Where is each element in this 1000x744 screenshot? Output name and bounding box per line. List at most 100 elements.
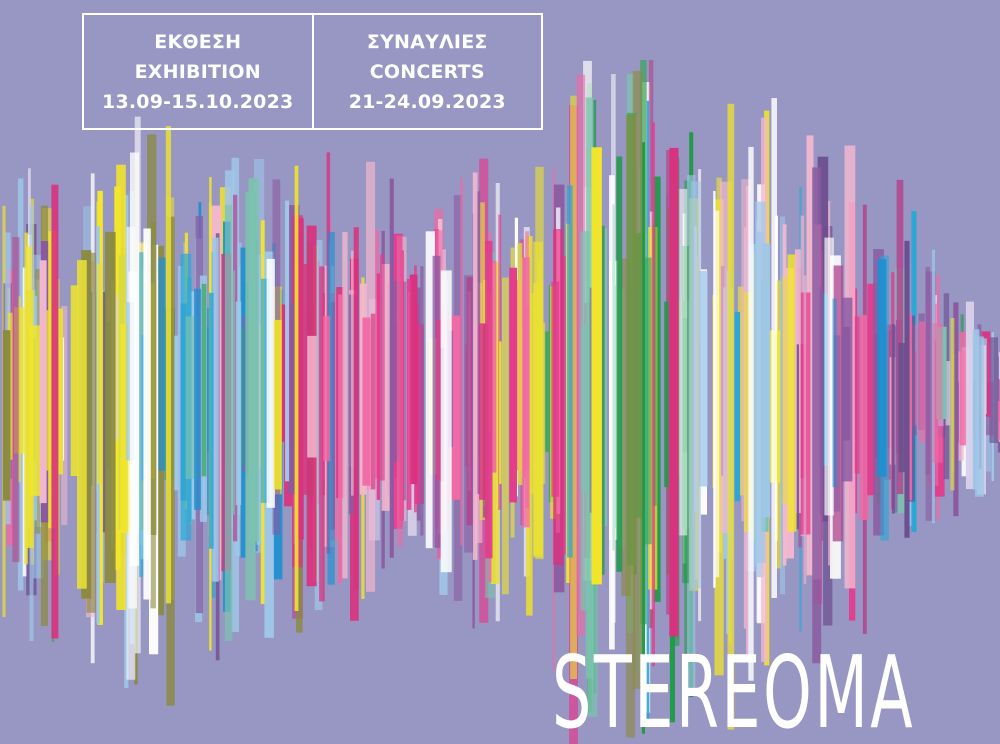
concerts-dates: 21-24.09.2023 xyxy=(348,90,506,113)
waveform-bars xyxy=(2,60,1000,744)
exhibition-label-english: EXHIBITION xyxy=(134,60,261,83)
exhibition-info: ΕΚΘΕΣΗ EXHIBITION 13.09-15.10.2023 xyxy=(84,15,312,128)
waveform-bar xyxy=(205,307,210,516)
concerts-label-greek: ΣΥΝΑΥΛΙΕΣ xyxy=(366,30,488,53)
waveform-bar xyxy=(567,185,573,558)
waveform-bar xyxy=(323,315,331,462)
waveform-bar xyxy=(819,286,824,515)
waveform-bar xyxy=(209,292,214,549)
waveform-bar xyxy=(338,294,343,584)
waveform-bar xyxy=(972,329,980,490)
waveform-bar xyxy=(475,191,481,495)
waveform-bar xyxy=(353,227,359,590)
waveform-bar xyxy=(406,279,412,510)
stereoma-title: STEREOMA xyxy=(552,634,916,744)
waveform-bar xyxy=(771,98,777,598)
waveform-bar xyxy=(86,252,96,613)
waveform-bar xyxy=(641,257,652,545)
waveform-bar xyxy=(280,304,290,442)
waveform-bar xyxy=(544,331,549,453)
waveform-bar xyxy=(843,326,850,441)
waveform-bar xyxy=(669,147,679,637)
waveform-bar xyxy=(174,335,179,491)
waveform-bar xyxy=(105,231,116,583)
waveform-bar xyxy=(342,232,348,579)
waveform-bar xyxy=(517,243,523,486)
waveform-bar xyxy=(260,278,270,503)
waveform-bar xyxy=(803,275,807,585)
waveform-bar xyxy=(77,260,87,589)
waveform-bar xyxy=(472,172,478,560)
dates-info-box: ΕΚΘΕΣΗ EXHIBITION 13.09-15.10.2023 ΣΥΝΑΥ… xyxy=(82,13,543,130)
waveform-bar xyxy=(945,361,951,426)
waveform-bar xyxy=(116,164,126,610)
waveform-bar xyxy=(611,74,616,623)
waveform-bar xyxy=(824,237,834,516)
waveform-bar xyxy=(18,296,21,483)
waveform-bar xyxy=(381,264,391,511)
waveform-bar xyxy=(165,126,171,604)
waveform-bar xyxy=(896,179,904,495)
waveform-bar xyxy=(376,273,380,500)
waveform-bar xyxy=(787,254,797,532)
waveform-bar xyxy=(502,277,509,595)
waveform-bar xyxy=(413,304,419,439)
waveform-bar xyxy=(690,181,701,589)
waveform-bar xyxy=(616,156,623,572)
waveform-bar xyxy=(867,283,876,496)
waveform-bar xyxy=(748,146,754,681)
waveform-bar xyxy=(440,270,452,573)
waveform-bar xyxy=(551,281,560,497)
waveform-bar xyxy=(273,319,282,490)
waveform-bar xyxy=(366,161,376,592)
waveform-bar xyxy=(953,302,959,517)
waveform-bar xyxy=(450,315,461,500)
waveform-bar xyxy=(904,240,910,538)
waveform-bar xyxy=(533,241,543,558)
waveform-bar xyxy=(319,266,325,602)
waveform-bar xyxy=(877,259,887,477)
waveform-bar xyxy=(370,313,376,490)
waveform-bar xyxy=(294,165,299,611)
waveform-bar xyxy=(29,325,40,496)
waveform-bar xyxy=(298,218,304,540)
waveform-bar xyxy=(499,341,502,485)
waveform-bar xyxy=(115,293,119,441)
exhibition-dates: 13.09-15.10.2023 xyxy=(102,90,294,113)
waveform-bar xyxy=(425,231,435,549)
waveform-bar xyxy=(744,292,753,532)
waveform-bar xyxy=(362,317,371,486)
waveform-bar xyxy=(762,243,771,518)
waveform-bar xyxy=(989,337,998,443)
waveform-bar xyxy=(285,200,290,482)
waveform-bar xyxy=(460,178,463,546)
waveform-bar xyxy=(975,336,984,497)
waveform-bar xyxy=(727,103,735,730)
waveform-bar xyxy=(380,254,385,481)
waveform-bar xyxy=(898,343,909,473)
waveform-bar xyxy=(956,381,959,443)
waveform-bar xyxy=(591,147,602,585)
waveform-bar xyxy=(509,267,517,503)
waveform-bar xyxy=(201,283,207,477)
waveform-bar xyxy=(44,310,56,471)
waveform-bar xyxy=(522,257,530,528)
waveform-bar xyxy=(212,237,219,582)
waveform-bar xyxy=(389,178,394,558)
waveform-bar xyxy=(925,271,936,521)
waveform-bar xyxy=(959,331,967,446)
waveform-bar xyxy=(965,301,974,490)
waveform-bar xyxy=(485,240,493,559)
waveform-bar xyxy=(291,302,295,494)
waveform-bar xyxy=(632,70,643,689)
waveform-bar xyxy=(194,288,202,510)
waveform-bar xyxy=(737,286,744,496)
waveform-bar xyxy=(625,115,636,738)
waveform-bar xyxy=(950,318,955,491)
waveform-bar xyxy=(130,152,140,566)
waveform-bar xyxy=(2,330,11,501)
waveform-bar xyxy=(307,335,317,458)
waveform-bar xyxy=(327,231,335,585)
